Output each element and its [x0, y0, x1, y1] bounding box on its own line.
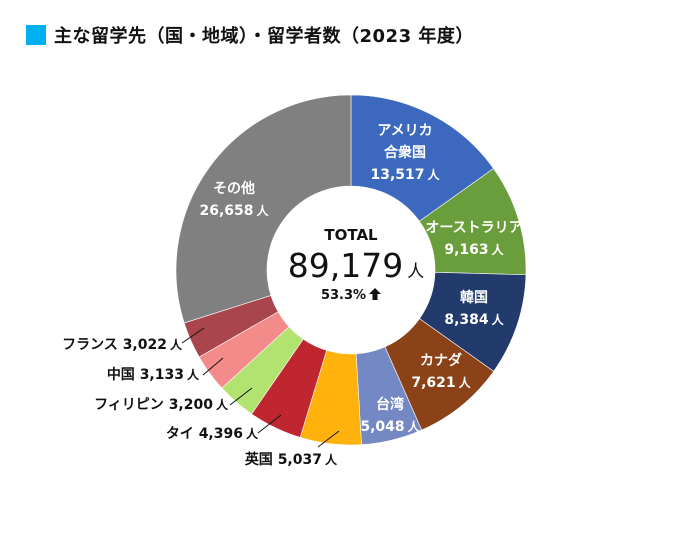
value-number: 26,658 — [199, 203, 254, 219]
slice-label-taiwan-name: 台湾 — [376, 397, 404, 413]
total-change: 53.3% — [291, 288, 411, 303]
donut-slice — [175, 94, 352, 324]
label-unit: 人 — [169, 338, 182, 352]
leader-line — [317, 430, 340, 448]
leader-line — [257, 414, 282, 434]
outer-label-france: フランス 3,022 人 — [62, 336, 182, 354]
label-name: 英国 — [244, 452, 273, 468]
slice-label-others-name: その他 — [212, 181, 255, 197]
value-unit: 人 — [458, 376, 471, 390]
slice-label-usa-line2: 合衆国 — [383, 145, 426, 161]
slice-label-canada-name: カナダ — [420, 353, 462, 369]
slice-value-usa: 13,517 人 — [370, 164, 439, 186]
value-number: 8,384 — [444, 312, 489, 328]
title-square-icon — [26, 25, 46, 45]
slice-value-canada: 7,621 人 — [411, 372, 470, 394]
label-name: 中国 — [106, 367, 135, 383]
label-name: フランス — [62, 337, 118, 353]
slice-value-taiwan: 5,048 人 — [360, 416, 419, 438]
leader-line — [229, 387, 253, 406]
slice-label-australia: オーストラリア 9,163 人 — [425, 217, 522, 261]
label-name: フィリピン — [94, 397, 164, 413]
value-unit: 人 — [491, 243, 504, 257]
slice-label-korea-name: 韓国 — [460, 290, 488, 306]
slice-value-korea: 8,384 人 — [444, 309, 503, 331]
value-unit: 人 — [427, 168, 440, 182]
chart-title: 主な留学先（国・地域）・留学者数（2023 年度） — [26, 24, 474, 47]
label-value: 3,200 — [168, 397, 213, 413]
value-unit: 人 — [491, 313, 504, 327]
value-unit: 人 — [407, 420, 420, 434]
leader-line — [181, 327, 205, 344]
total-change-pct: 53.3% — [320, 288, 367, 303]
slice-label-canada: カナダ 7,621 人 — [411, 350, 470, 394]
up-arrow-icon — [369, 288, 382, 303]
outer-label-uk: 英国 5,037 人 — [245, 451, 337, 469]
slice-label-australia-name: オーストラリア — [425, 220, 523, 236]
label-value: 4,396 — [198, 426, 243, 442]
value-number: 9,163 — [444, 242, 489, 258]
total-heading: TOTAL — [324, 226, 378, 244]
slice-label-taiwan: 台湾 5,048 人 — [360, 394, 419, 438]
value-number: 13,517 — [370, 167, 425, 183]
total-number: 89,179 — [287, 246, 404, 285]
value-unit: 人 — [256, 204, 269, 218]
slice-label-usa: アメリカ 合衆国 13,517 人 — [370, 120, 439, 186]
outer-label-china: 中国 3,133 人 — [107, 366, 199, 384]
slice-label-korea: 韓国 8,384 人 — [444, 287, 503, 331]
outer-label-thailand: タイ 4,396 人 — [166, 425, 258, 443]
donut-slice — [350, 94, 495, 222]
outer-label-philippines: フィリピン 3,200 人 — [94, 396, 228, 414]
label-unit: 人 — [186, 368, 199, 382]
chart-title-text: 主な留学先（国・地域）・留学者数（2023 年度） — [54, 26, 474, 47]
label-unit: 人 — [245, 427, 258, 441]
total-value: 89,179 人 — [271, 246, 441, 285]
slice-value-australia: 9,163 人 — [425, 239, 522, 261]
total-unit: 人 — [407, 262, 425, 282]
label-unit: 人 — [324, 453, 337, 467]
slice-label-usa-line1: アメリカ — [377, 123, 433, 139]
slice-label-others: その他 26,658 人 — [199, 178, 268, 222]
value-number: 5,048 — [360, 419, 405, 435]
label-value: 3,133 — [139, 367, 184, 383]
slice-value-others: 26,658 人 — [199, 200, 268, 222]
leader-line — [202, 357, 224, 376]
label-value: 3,022 — [122, 337, 167, 353]
label-value: 5,037 — [277, 452, 322, 468]
label-name: タイ — [165, 426, 194, 442]
value-number: 7,621 — [411, 375, 456, 391]
label-unit: 人 — [215, 398, 228, 412]
